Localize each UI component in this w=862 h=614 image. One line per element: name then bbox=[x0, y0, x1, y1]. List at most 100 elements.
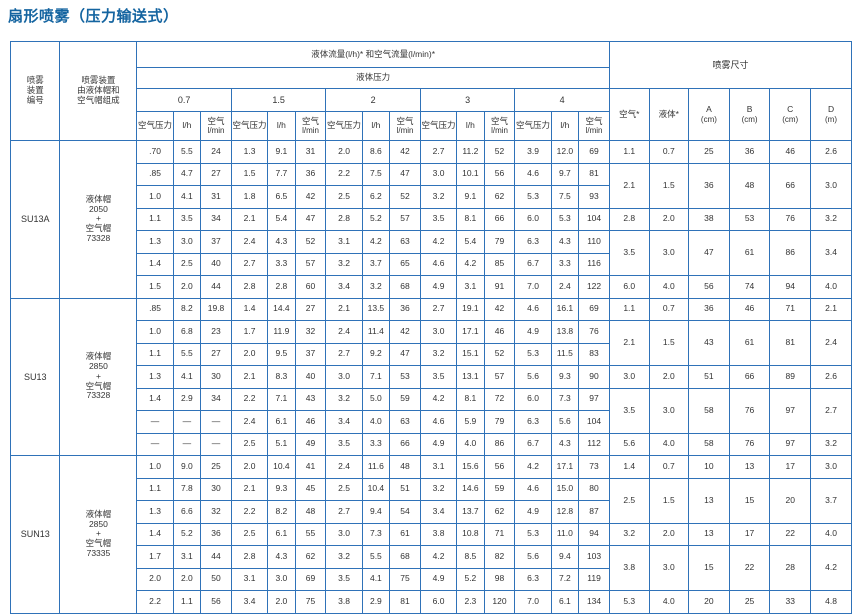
header-dim-a-label: A bbox=[706, 104, 712, 115]
dimension-cell: 3.2 bbox=[810, 432, 852, 456]
cell-value: 62 bbox=[483, 185, 516, 209]
cell-value: 7.8 bbox=[172, 477, 202, 501]
cell-value: 104 bbox=[578, 410, 610, 434]
cell-value: 7.5 bbox=[361, 162, 391, 186]
cell-value: 2.7 bbox=[419, 140, 458, 164]
cell-value: .85 bbox=[136, 162, 174, 186]
cell-value: 47 bbox=[389, 342, 421, 366]
header-row-pressure-groups: 0.7 1.5 2 3 4 空气* 液体* A (cm) B (cm) C (c… bbox=[11, 88, 852, 141]
header-sub-lh-4: l/h bbox=[550, 111, 580, 141]
cell-value: 34 bbox=[200, 387, 232, 411]
cell-value: 3.4 bbox=[325, 410, 363, 434]
dimension-cell: 25 bbox=[688, 140, 730, 164]
cell-value: 4.1 bbox=[172, 365, 202, 389]
cell-value: 1.1 bbox=[136, 342, 174, 366]
cell-value: 3.5 bbox=[419, 365, 458, 389]
cell-value: 68 bbox=[389, 545, 421, 569]
cell-value: 2.7 bbox=[325, 500, 363, 524]
cell-value: 13.7 bbox=[456, 500, 485, 524]
cell-value: 13.5 bbox=[361, 297, 391, 321]
dimension-cell: 15 bbox=[688, 545, 730, 591]
header-sub-air-pressure-3: 空气压力 bbox=[419, 111, 458, 141]
cell-value: 6.7 bbox=[514, 432, 552, 456]
cell-value: 19.8 bbox=[200, 297, 232, 321]
dimension-cell: 38 bbox=[688, 207, 730, 231]
cell-value: 2.8 bbox=[267, 275, 296, 299]
cell-value: 5.4 bbox=[456, 230, 485, 254]
cell-value: 56 bbox=[483, 455, 516, 479]
cell-value: 83 bbox=[578, 342, 610, 366]
header-liquid-pressure: 液体压力 bbox=[136, 67, 610, 89]
cell-value: 4.2 bbox=[419, 387, 458, 411]
cell-value: 32 bbox=[200, 500, 232, 524]
cell-value: 81 bbox=[389, 590, 421, 614]
cell-value: 11.6 bbox=[361, 455, 391, 479]
dimension-cell: 10 bbox=[688, 455, 730, 479]
cell-value: 65 bbox=[389, 252, 421, 276]
cell-value: 4.3 bbox=[550, 230, 580, 254]
cell-value: 9.4 bbox=[550, 545, 580, 569]
cell-value: 47 bbox=[294, 207, 327, 231]
cell-value: 5.2 bbox=[361, 207, 391, 231]
dimension-cell: 94 bbox=[769, 275, 812, 299]
cell-value: 1.3 bbox=[136, 230, 174, 254]
table-row: 1.5 2.0 44 2.8 2.8 60 3.4 3.2 68 4.9 3.1 91 7.0 2.4 12… bbox=[11, 275, 852, 299]
cell-value: 4.2 bbox=[514, 455, 552, 479]
cell-value: .85 bbox=[136, 297, 174, 321]
cell-value: 57 bbox=[294, 252, 327, 276]
header-sub-air-pressure-4: 空气压力 bbox=[514, 111, 552, 141]
cell-value: 2.4 bbox=[230, 410, 269, 434]
assembly-line: 液体帽 bbox=[85, 508, 112, 519]
dimension-cell: 1.1 bbox=[608, 140, 650, 164]
cell-value: 4.6 bbox=[514, 162, 552, 186]
dimension-cell: 3.0 bbox=[810, 162, 852, 209]
cell-value: 3.3 bbox=[361, 432, 391, 456]
cell-value: 4.3 bbox=[550, 432, 580, 456]
cell-value: 30 bbox=[200, 365, 232, 389]
cell-value: 40 bbox=[200, 252, 232, 276]
dimension-cell: 4.0 bbox=[648, 432, 690, 456]
header-sub-air-pressure-0: 空气压力 bbox=[136, 111, 174, 141]
cell-value: 5.5 bbox=[361, 545, 391, 569]
assembly-line: 2850 bbox=[88, 518, 108, 529]
cell-value: 24 bbox=[200, 140, 232, 164]
dimension-cell: 4.0 bbox=[648, 275, 690, 299]
cell-value: — bbox=[136, 410, 174, 434]
cell-value: 47 bbox=[389, 162, 421, 186]
header-sub-air-lmin-1: 空气 l/min bbox=[294, 111, 327, 141]
table-row: 1.4 5.2 36 2.5 6.1 55 3.0 7.3 61 3.8 10.8 71 5.3 11.0… bbox=[11, 522, 852, 546]
cell-value: 4.7 bbox=[172, 162, 202, 186]
table-row: 1.1 3.5 34 2.1 5.4 47 2.8 5.2 57 3.5 8.1 66 6.0 5.3 10… bbox=[11, 207, 852, 231]
cell-value: 63 bbox=[389, 230, 421, 254]
header-sub-air-lmin-4: 空气 l/min bbox=[578, 111, 610, 141]
cell-value: 87 bbox=[578, 500, 610, 524]
cell-value: 4.0 bbox=[456, 432, 485, 456]
cell-value: 37 bbox=[200, 230, 232, 254]
cell-value: .70 bbox=[136, 140, 174, 164]
cell-value: 112 bbox=[578, 432, 610, 456]
cell-value: 11.2 bbox=[456, 140, 485, 164]
cell-value: 32 bbox=[294, 320, 327, 344]
table-row: 1.3 3.0 37 2.4 4.3 52 3.1 4.2 63 4.2 5.4 79 6.3 4.3 11… bbox=[11, 230, 852, 276]
cell-value: 2.5 bbox=[230, 432, 269, 456]
cell-value: — bbox=[200, 410, 232, 434]
cell-value: 9.5 bbox=[267, 342, 296, 366]
cell-value: 1.4 bbox=[136, 522, 174, 546]
dimension-cell: 1.5 bbox=[648, 477, 690, 524]
dimension-cell: 13 bbox=[728, 455, 771, 479]
dimension-cell: 3.0 bbox=[608, 365, 650, 389]
spray-specification-table: 喷雾 装置 编号 喷雾装置 由液体帽和 空气帽组成 液体流量(l/h)* 和空气… bbox=[9, 41, 853, 614]
cell-value: 3.5 bbox=[325, 432, 363, 456]
cell-value: 5.3 bbox=[550, 207, 580, 231]
cell-value: 6.0 bbox=[514, 207, 552, 231]
assembly-line: + bbox=[95, 528, 101, 539]
dimension-cell: 17 bbox=[728, 522, 771, 546]
cell-value: 4.9 bbox=[419, 432, 458, 456]
cell-value: 9.2 bbox=[361, 342, 391, 366]
cell-value: 42 bbox=[389, 140, 421, 164]
header-sub-air-lmin-0: 空气 l/min bbox=[200, 111, 232, 141]
cell-value: 2.0 bbox=[172, 567, 202, 591]
cell-value: 11.9 bbox=[267, 320, 296, 344]
cell-value: 34 bbox=[200, 207, 232, 231]
cell-value: 43 bbox=[294, 387, 327, 411]
